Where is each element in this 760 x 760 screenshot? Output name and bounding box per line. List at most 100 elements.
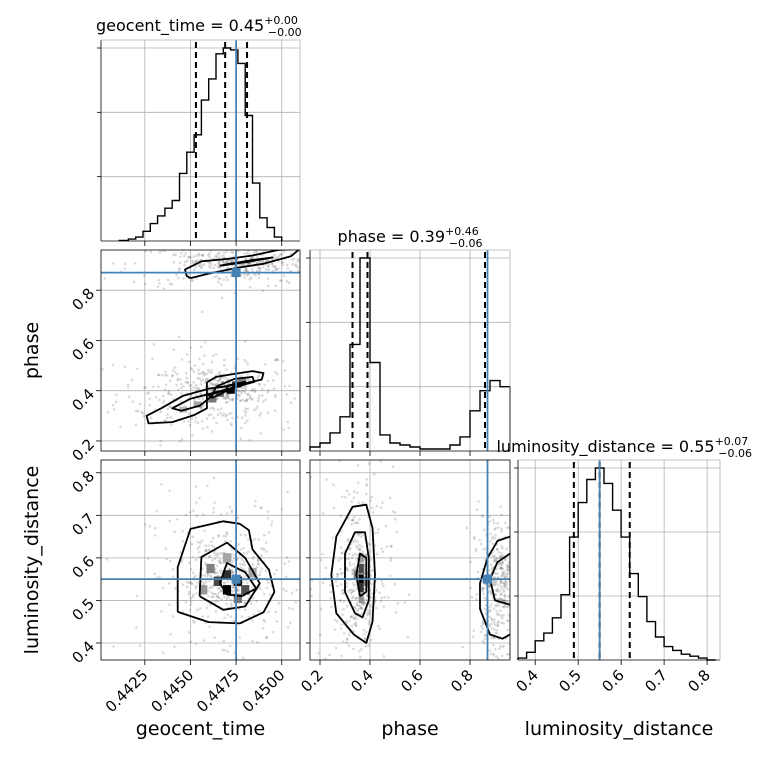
sample-point	[189, 603, 193, 606]
sample-point	[386, 596, 390, 599]
sample-point	[239, 389, 243, 393]
sample-point	[353, 662, 356, 665]
sample-point	[204, 549, 207, 553]
sample-point	[185, 580, 189, 584]
sample-point	[317, 651, 320, 655]
sample-point	[225, 368, 228, 371]
sample-point	[192, 621, 196, 624]
sample-point	[355, 521, 358, 525]
sample-point	[190, 542, 194, 546]
sample-point	[484, 634, 488, 637]
sample-point	[169, 559, 172, 563]
sample-point	[503, 599, 506, 603]
sample-point	[225, 395, 229, 399]
sample-point	[211, 388, 214, 392]
sample-point	[142, 274, 146, 278]
sample-point	[340, 530, 343, 533]
sample-point	[244, 266, 248, 270]
sample-point	[389, 545, 393, 548]
sample-point	[177, 335, 181, 339]
sample-point	[219, 254, 222, 258]
sample-point	[212, 592, 215, 596]
sample-point	[215, 255, 218, 258]
sample-point	[186, 353, 189, 356]
sample-point	[231, 416, 234, 420]
sample-point	[283, 369, 287, 372]
sample-point	[112, 408, 116, 411]
sample-point	[511, 584, 514, 587]
sample-point	[245, 399, 249, 402]
sample-point	[275, 372, 279, 376]
sample-point	[327, 274, 330, 277]
sample-point	[138, 402, 142, 406]
sample-point	[283, 562, 287, 565]
sample-point	[472, 629, 476, 632]
sample-point	[481, 587, 485, 591]
sample-point	[370, 582, 374, 586]
sample-point	[226, 260, 229, 264]
sample-point	[257, 609, 260, 613]
sample-point	[385, 545, 389, 548]
sample-point	[375, 588, 378, 592]
sample-point	[353, 539, 357, 542]
sample-point	[207, 368, 210, 372]
sample-point	[324, 657, 327, 660]
sample-point	[485, 677, 488, 680]
sample-point	[324, 268, 327, 271]
histogram-geocent_time	[118, 47, 283, 242]
sample-point	[295, 588, 299, 592]
sample-point	[208, 625, 211, 628]
sample-point	[261, 387, 264, 391]
sample-point	[501, 605, 505, 608]
sample-point	[201, 371, 205, 375]
sample-point	[352, 496, 356, 499]
sample-point	[379, 460, 383, 463]
sample-point	[256, 562, 260, 566]
sample-point	[196, 608, 199, 612]
sample-point	[280, 507, 284, 511]
sample-point	[497, 604, 500, 608]
sample-point	[490, 568, 494, 571]
sample-point	[311, 267, 314, 270]
sample-point	[285, 263, 289, 267]
sample-point	[481, 621, 484, 625]
sample-point	[480, 624, 483, 628]
sample-point	[293, 257, 296, 261]
sample-point	[503, 595, 507, 599]
density-cell	[237, 377, 246, 384]
sample-point	[222, 363, 226, 367]
sample-point	[151, 357, 154, 361]
sample-point	[367, 620, 371, 623]
sample-point	[266, 391, 270, 394]
sample-point	[495, 548, 499, 551]
sample-point	[279, 252, 283, 256]
sample-point	[257, 574, 260, 577]
sample-point	[502, 588, 506, 592]
sample-point	[362, 628, 366, 632]
sample-point	[359, 606, 362, 609]
sample-point	[321, 511, 325, 515]
sample-point	[208, 554, 211, 558]
sample-point	[357, 661, 360, 664]
sample-point	[212, 266, 216, 270]
sample-point	[172, 348, 175, 351]
sample-point	[225, 532, 229, 536]
contour-line	[184, 250, 300, 279]
sample-point	[196, 421, 200, 425]
sample-point	[354, 596, 358, 600]
sample-point	[231, 572, 234, 576]
sample-point	[342, 600, 346, 603]
sample-point	[160, 482, 163, 486]
sample-point	[288, 384, 291, 388]
sample-point	[226, 580, 229, 583]
sample-point	[276, 267, 280, 270]
sample-point	[230, 547, 233, 551]
sample-point	[190, 368, 194, 371]
sample-point	[366, 612, 369, 615]
sample-point	[216, 379, 219, 382]
sample-point	[180, 560, 183, 564]
sample-point	[306, 254, 309, 257]
sample-point	[215, 564, 219, 567]
sample-point	[251, 268, 254, 271]
sample-point	[114, 400, 118, 404]
